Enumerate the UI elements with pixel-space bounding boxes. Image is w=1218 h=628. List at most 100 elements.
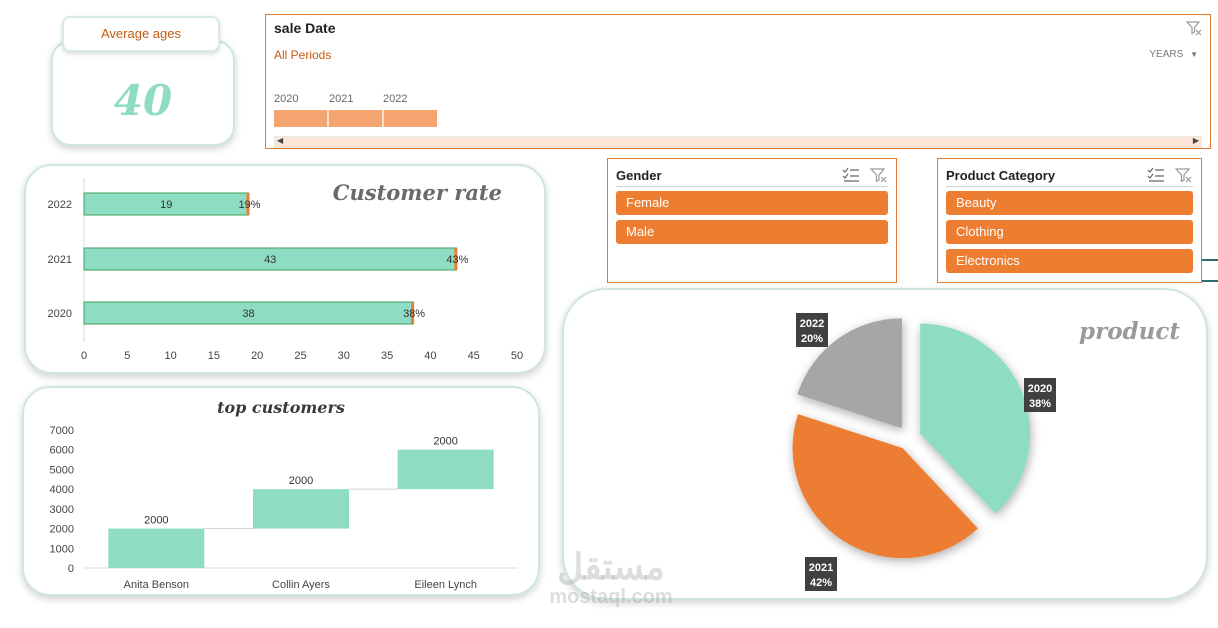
product-category-slicer: Product Category Beauty Clothing Electro… xyxy=(937,158,1202,283)
x-tick-label: Anita Benson xyxy=(124,579,189,591)
bar-end-marker xyxy=(411,302,415,324)
percent-label: 43% xyxy=(446,254,468,266)
x-tick-label: 0 xyxy=(81,350,87,362)
clear-filter-icon[interactable] xyxy=(1186,20,1202,36)
kpi-label-box: Average ages xyxy=(62,16,220,52)
category-item-clothing[interactable]: Clothing xyxy=(946,220,1193,244)
data-label: 2020 38% xyxy=(1024,378,1056,412)
pie-slice xyxy=(792,414,978,559)
y-tick-label: 2022 xyxy=(48,199,72,211)
pie-slice xyxy=(797,318,902,429)
x-tick-label: 35 xyxy=(381,350,393,362)
y-tick-label: 0 xyxy=(68,563,74,575)
timeline-selection-bar[interactable] xyxy=(274,110,437,127)
clear-filter-icon[interactable] xyxy=(870,167,888,183)
bar xyxy=(108,528,205,568)
x-tick-label: 45 xyxy=(468,350,480,362)
product-card: product 2020 38% 2021 42% 2022 20% xyxy=(562,288,1208,600)
data-label-box xyxy=(805,557,837,591)
timeline-level-select[interactable]: YEARS ▼ xyxy=(1149,49,1198,60)
y-tick-label: 3000 xyxy=(50,504,74,516)
data-label: 2000 xyxy=(289,475,313,487)
bar-end-marker xyxy=(454,248,458,270)
bar xyxy=(253,489,349,529)
y-tick-label: 2020 xyxy=(48,308,72,320)
x-tick-label: 30 xyxy=(338,350,350,362)
customer-rate-title: Customer rate xyxy=(332,180,502,205)
scroll-left-icon[interactable]: ◀ xyxy=(277,136,284,145)
x-tick-label: 10 xyxy=(164,350,176,362)
data-label-year: 2022 xyxy=(800,318,824,330)
data-label-year: 2020 xyxy=(1028,383,1052,395)
top-customers-title: top customers xyxy=(217,398,345,417)
timeline-year-2022[interactable]: 2022 xyxy=(383,93,408,105)
data-label: 19 xyxy=(160,199,172,211)
multi-select-icon[interactable] xyxy=(842,167,860,183)
top-customers-card: top customers 0 1000 2000 3000 4000 5000 6000 7… xyxy=(22,386,540,596)
gender-item-female[interactable]: Female xyxy=(616,191,888,215)
timeline-title: sale Date xyxy=(274,20,336,36)
watermark-arabic: مستقل xyxy=(557,546,665,587)
y-tick-label: 1000 xyxy=(50,543,74,555)
timeline-level-label: YEARS xyxy=(1149,49,1184,60)
kpi-card: 40 xyxy=(51,40,235,146)
y-tick-label: 2000 xyxy=(50,524,74,536)
y-tick-label: 5000 xyxy=(50,464,74,476)
data-label-box xyxy=(796,313,828,347)
gender-slicer-title: Gender xyxy=(616,168,662,183)
customer-rate-chart: 0 5 10 15 20 25 30 35 40 45 50 2022 19 19% 2021 43 43% 20… xyxy=(48,178,523,362)
x-tick-label: 50 xyxy=(511,350,523,362)
data-label-percent: 42% xyxy=(810,577,832,589)
pie-slice xyxy=(920,323,1031,514)
percent-label: 19% xyxy=(239,199,261,211)
data-label: 2000 xyxy=(433,436,457,448)
category-slicer-title: Product Category xyxy=(946,168,1056,183)
timeline-year-2020[interactable]: 2020 xyxy=(274,93,299,105)
x-tick-label: 40 xyxy=(424,350,436,362)
x-tick-label: 15 xyxy=(208,350,220,362)
x-tick-label: 5 xyxy=(124,350,130,362)
customer-rate-card: Customer rate 0 5 10 15 20 25 30 35 40 45 50 2022 19… xyxy=(24,164,546,374)
chevron-down-icon: ▼ xyxy=(1190,50,1198,59)
watermark: مستقل mostaql.com xyxy=(536,546,686,609)
product-title: product xyxy=(1079,318,1180,345)
data-label: 2021 42% xyxy=(805,557,837,591)
multi-select-icon[interactable] xyxy=(1147,167,1165,183)
watermark-latin: mostaql.com xyxy=(549,586,673,608)
category-item-electronics[interactable]: Electronics xyxy=(946,249,1193,273)
x-tick-label: Eileen Lynch xyxy=(414,579,477,591)
y-tick-label: 7000 xyxy=(50,425,74,437)
timeline-year-2021[interactable]: 2021 xyxy=(329,93,354,105)
data-label: 38 xyxy=(242,308,254,320)
y-tick-label: 2021 xyxy=(48,254,72,266)
kpi-value: 40 xyxy=(113,76,173,125)
bar xyxy=(397,449,494,490)
data-label: 2000 xyxy=(144,515,168,527)
y-tick-label: 6000 xyxy=(50,445,74,457)
product-chart: 2020 38% 2021 42% 2022 20% xyxy=(792,313,1056,591)
scroll-right-icon[interactable]: ▶ xyxy=(1192,136,1199,145)
bar-end-marker xyxy=(246,193,250,215)
timeline-scrollbar[interactable]: ◀ ▶ xyxy=(274,136,1202,148)
sale-date-timeline: sale Date All Periods YEARS ▼ 2020 2021 … xyxy=(265,14,1211,149)
x-tick-label: Collin Ayers xyxy=(272,579,330,591)
kpi-label: Average ages xyxy=(101,26,181,41)
clear-filter-icon[interactable] xyxy=(1175,167,1193,183)
gender-item-male[interactable]: Male xyxy=(616,220,888,244)
category-slicer-header: Product Category xyxy=(946,165,1193,187)
y-tick-label: 4000 xyxy=(50,484,74,496)
data-label-box xyxy=(1024,378,1056,412)
gender-slicer: Gender Female Male xyxy=(607,158,897,283)
x-tick-label: 25 xyxy=(294,350,306,362)
data-label-year: 2021 xyxy=(809,562,833,574)
data-label: 2022 20% xyxy=(796,313,828,347)
percent-label: 38% xyxy=(403,308,425,320)
data-label-percent: 38% xyxy=(1029,398,1051,410)
data-label: 43 xyxy=(264,254,276,266)
edge-line xyxy=(1202,259,1218,261)
x-tick-label: 20 xyxy=(251,350,263,362)
top-customers-chart: 0 1000 2000 3000 4000 5000 6000 7000 2000 Anita B… xyxy=(50,425,518,591)
gender-slicer-header: Gender xyxy=(616,165,888,187)
category-item-beauty[interactable]: Beauty xyxy=(946,191,1193,215)
data-label-percent: 20% xyxy=(801,333,823,345)
